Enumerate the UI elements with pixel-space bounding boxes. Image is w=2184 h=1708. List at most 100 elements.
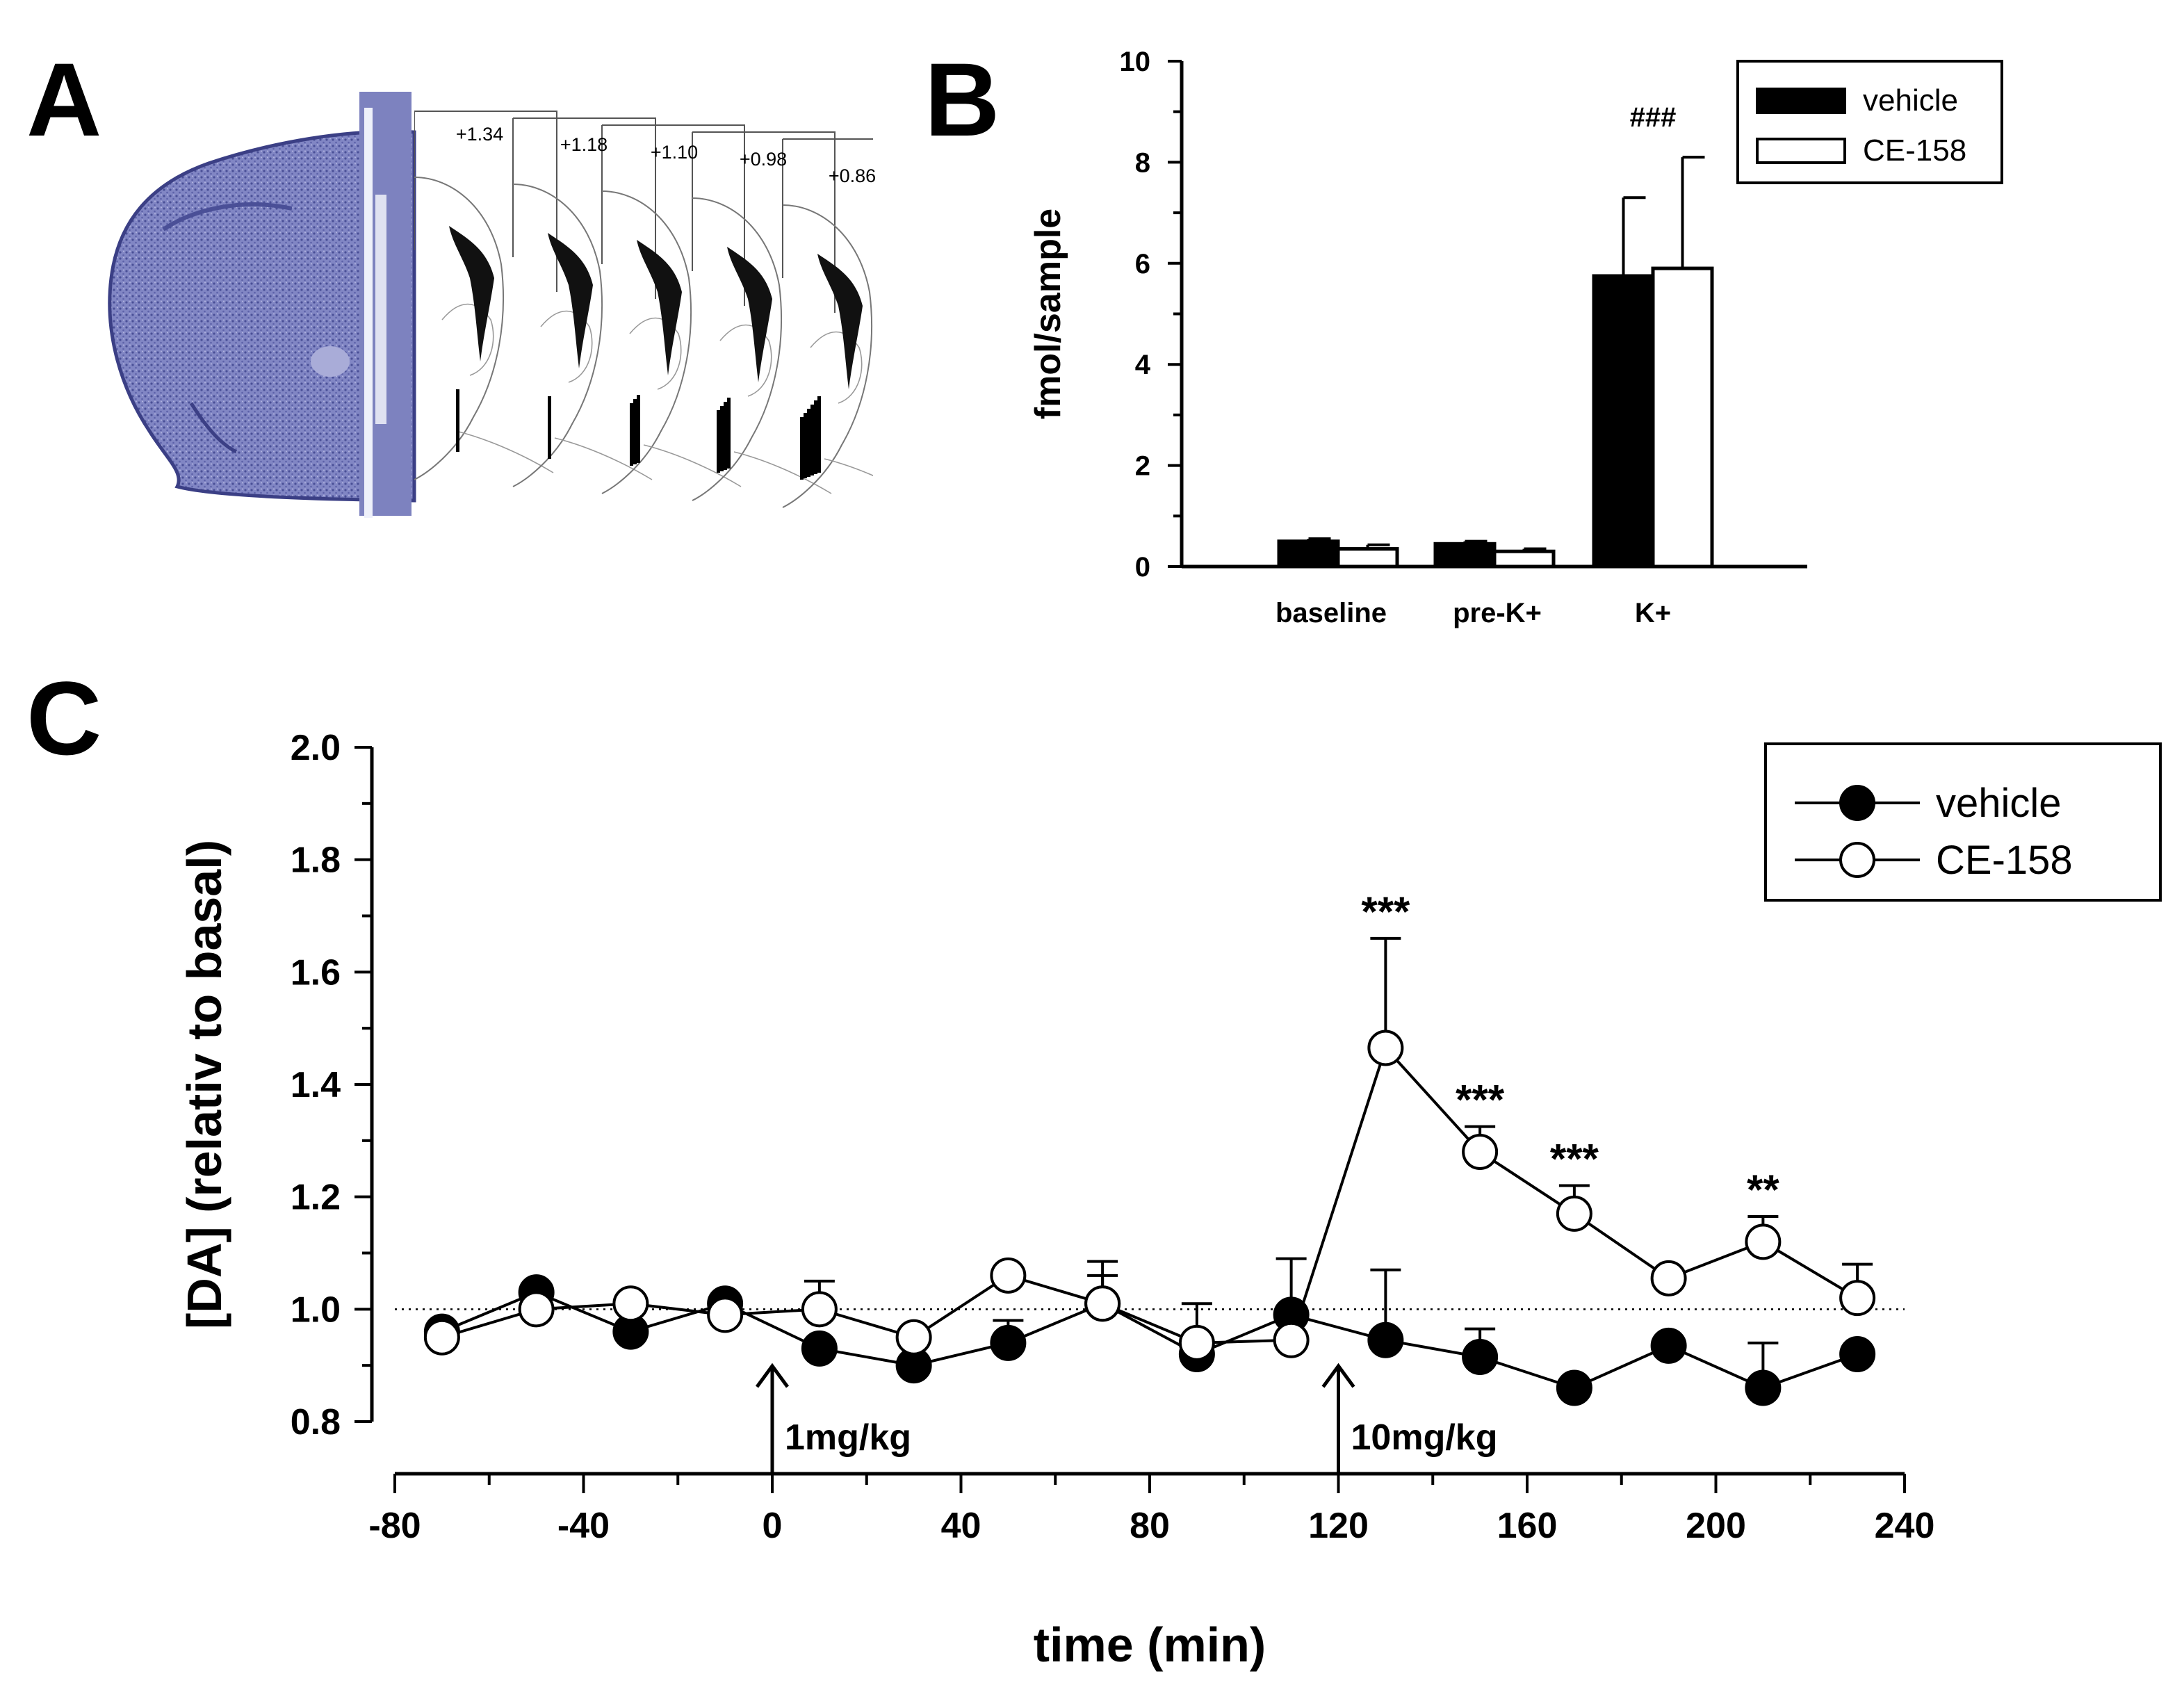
c-legend-marker — [1839, 785, 1875, 821]
atlas-section-label: +0.98 — [740, 149, 787, 170]
atlas-base-outline — [733, 451, 832, 494]
c-marker-ce158 — [1462, 1134, 1499, 1170]
atlas-section-labels: +1.34 +1.18 +1.10 +0.98 +0.86 — [456, 124, 876, 186]
c-x-tick-label: 80 — [1130, 1506, 1170, 1546]
b-bar — [1433, 542, 1497, 569]
c-significance-label: *** — [1550, 1136, 1599, 1182]
probe-placement-mark — [717, 410, 720, 473]
atlas-plate — [601, 124, 745, 494]
b-bar — [1336, 547, 1399, 569]
b-y-axis-title: fmol/sample — [1028, 209, 1068, 419]
c-legend-marker — [1839, 842, 1875, 878]
c-marker-vehicle — [1556, 1369, 1592, 1406]
atlas-striatum-outline — [810, 331, 863, 404]
c-marker-ce158 — [707, 1296, 744, 1333]
c-significance-label: *** — [1456, 1077, 1505, 1123]
atlas-section-label: +1.18 — [560, 134, 608, 155]
b-y-tick-label: 10 — [1120, 47, 1151, 77]
c-y-tick-label: 0.8 — [291, 1402, 341, 1442]
atlas-plate — [414, 111, 557, 480]
probe-placement-mark — [804, 413, 807, 478]
c-series-line — [441, 1045, 1859, 1344]
c-marker-ce158 — [518, 1291, 555, 1328]
panel-c-letter: C — [26, 660, 101, 776]
c-x-tick-label: 200 — [1686, 1506, 1746, 1546]
b-legend-label: vehicle — [1863, 83, 1958, 117]
c-marker-ce158 — [895, 1319, 932, 1356]
atlas-base-outline — [455, 430, 554, 473]
probe-placement-mark — [633, 399, 637, 464]
b-bar — [1277, 539, 1340, 569]
c-x-tick-label: 40 — [941, 1506, 981, 1546]
b-legend: vehicle CE-158 — [1736, 60, 2003, 184]
b-significance-label: ### — [1630, 102, 1677, 133]
c-y-tick-label: 1.8 — [291, 840, 341, 881]
c-marker-ce158 — [1839, 1280, 1876, 1317]
b-legend-swatch — [1756, 88, 1846, 114]
c-injection-arrowhead — [1321, 1363, 1355, 1388]
c-x-tick-label: 0 — [763, 1506, 783, 1546]
atlas-plate-frame — [512, 117, 656, 299]
c-injection-arrowhead — [755, 1363, 790, 1388]
b-bar — [1651, 266, 1714, 569]
b-y-tick-label: 8 — [1135, 147, 1150, 178]
c-legend-box — [1764, 742, 2162, 902]
c-marker-vehicle — [990, 1324, 1027, 1361]
lateral-ventricle — [548, 233, 593, 368]
b-y-tick-label: 4 — [1135, 350, 1151, 380]
atlas-plate-frame — [782, 138, 873, 278]
probe-placement-mark — [724, 402, 727, 470]
b-bar — [1492, 549, 1556, 569]
lateral-ventricle — [637, 240, 682, 375]
atlas-plate — [782, 138, 873, 508]
panel-a-letter: A — [26, 41, 101, 158]
c-marker-ce158 — [612, 1285, 649, 1322]
lateral-ventricle — [817, 254, 863, 389]
lateral-ventricle — [727, 247, 772, 382]
c-marker-vehicle — [1839, 1336, 1876, 1372]
panel-b-bar-chart: 0 2 4 6 8 10 fmol/sample baseline pre-K+ K+ ### veh… — [1028, 47, 2003, 628]
c-marker-ce158 — [1556, 1195, 1592, 1232]
c-y-tick-label: 1.2 — [291, 1178, 341, 1218]
c-marker-vehicle — [1367, 1321, 1404, 1358]
atlas-base-outline — [554, 437, 653, 480]
probe-track — [375, 195, 386, 424]
atlas-striatum-outline — [719, 324, 772, 397]
c-marker-ce158 — [1745, 1223, 1782, 1260]
atlas-outline — [782, 204, 873, 508]
atlas-striatum-outline — [441, 303, 494, 376]
c-marker-vehicle — [801, 1330, 838, 1367]
atlas-plates — [414, 111, 873, 508]
c-x-tick-label: 160 — [1497, 1506, 1558, 1546]
c-significance-label: *** — [1361, 888, 1410, 935]
c-marker-ce158 — [1367, 1030, 1404, 1066]
c-marker-ce158 — [801, 1291, 838, 1328]
atlas-striatum-outline — [540, 310, 593, 383]
atlas-outline — [512, 184, 603, 487]
atlas-plate — [512, 117, 656, 487]
probe-placement-mark — [548, 396, 551, 459]
c-legend: vehicle CE-158 — [1764, 742, 2162, 902]
atlas-section-label: +1.10 — [651, 142, 698, 163]
panel-b-letter: B — [924, 41, 1000, 158]
atlas-base-outline — [824, 458, 873, 476]
c-x-tick-label: 240 — [1875, 1506, 1935, 1546]
b-bar — [1592, 274, 1655, 569]
cortex-outline — [189, 402, 238, 454]
b-category-label: baseline — [1276, 598, 1387, 628]
b-y-tick-label: 0 — [1135, 552, 1150, 583]
c-x-tick-label: 120 — [1308, 1506, 1369, 1546]
probe-placement-mark — [720, 406, 724, 471]
probe-placement-mark — [817, 396, 821, 473]
atlas-plate — [692, 131, 836, 501]
atlas-outline — [692, 197, 783, 501]
c-injection-label: 10mg/kg — [1351, 1417, 1498, 1458]
b-y-tick-label: 6 — [1135, 249, 1150, 279]
c-x-tick-label: -80 — [368, 1506, 421, 1546]
c-legend-label: vehicle — [1936, 781, 2062, 826]
atlas-outline — [601, 190, 692, 494]
lateral-ventricle — [449, 226, 494, 361]
c-x-axis-title: time (min) — [1034, 1618, 1266, 1672]
b-category-label: K+ — [1635, 598, 1671, 628]
